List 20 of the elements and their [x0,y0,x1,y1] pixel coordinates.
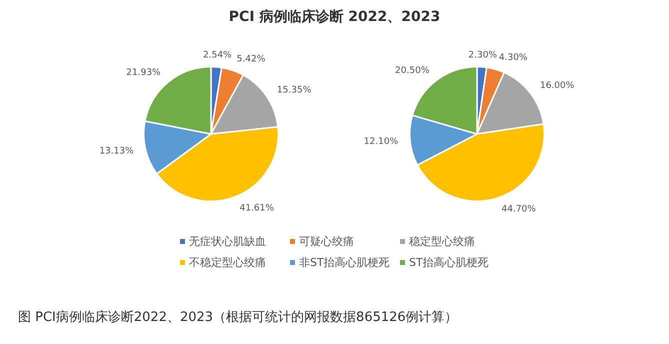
data-label: 16.00% [540,81,575,92]
data-label: 44.70% [502,204,536,215]
legend-label: 无症状心肌缺血 [189,235,266,248]
data-label: 15.35% [276,85,312,96]
data-label: 20.50% [395,66,430,76]
legend-label: 非ST抬高心肌梗死 [299,256,390,269]
data-label: 21.93% [126,68,162,78]
chart-title: PCI 病例临床诊断 2022、2023 [228,8,442,26]
legend-label: ST抬高心肌梗死 [409,256,489,269]
legend-label: 稳定型心绞痛 [409,235,475,248]
legend-label: 不稳定型心绞痛 [189,256,266,269]
data-label: 4.30% [498,53,528,64]
legend-label: 可疑心绞痛 [299,235,354,248]
data-label: 12.10% [364,137,399,148]
data-label: 13.13% [99,146,134,157]
data-label: 41.61% [240,203,274,214]
text: 图 PCI病例临床诊断2022、2023（根据可统计的网报数据865126例计算） [18,309,458,326]
data-label: 2.30% [468,50,498,60]
data-label: 2.54% [203,50,232,60]
data-label: 5.42% [236,54,266,64]
